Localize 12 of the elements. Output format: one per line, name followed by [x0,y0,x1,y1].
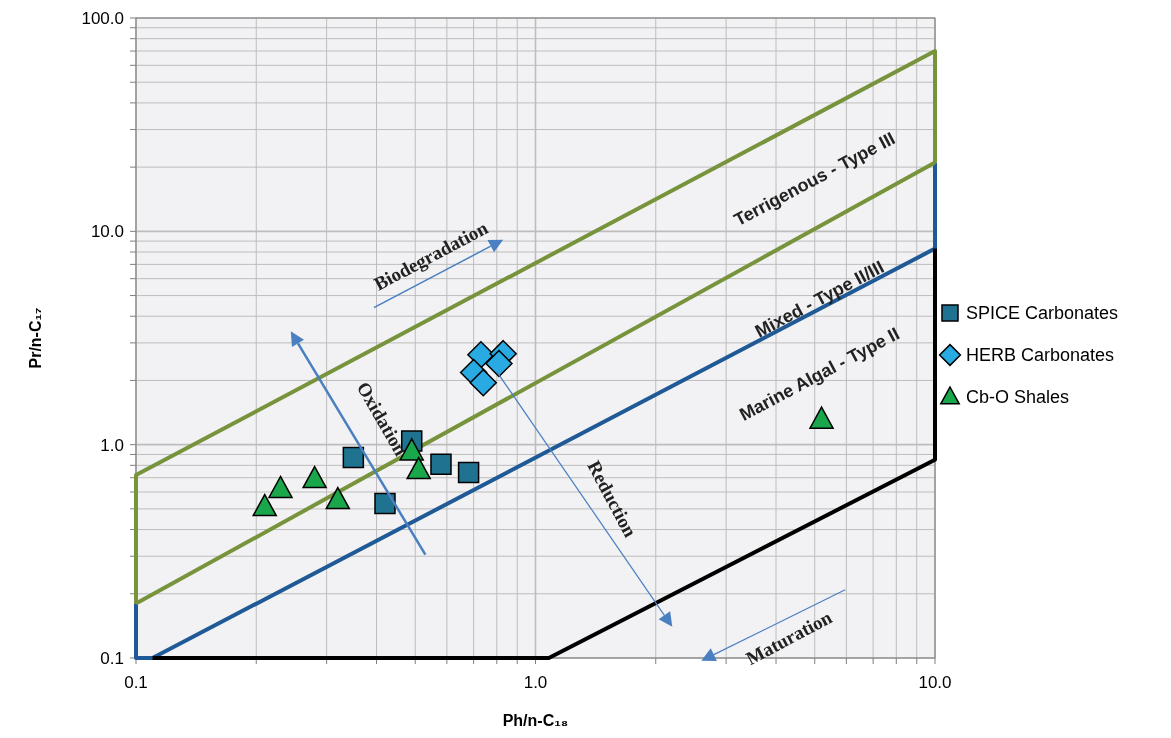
y-tick-label: 100.0 [81,9,124,28]
y-axis-title: Pr/n-C₁₇ [27,307,44,369]
x-tick-label: 1.0 [523,673,548,692]
legend-label: SPICE Carbonates [966,303,1119,323]
y-tick-label: 10.0 [90,222,124,242]
x-tick-label: 0.1 [124,673,148,692]
x-tick-label: 10.0 [918,673,952,692]
y-tick-label: 0.1 [100,649,124,668]
legend-label: Cb-O Shales [966,387,1070,407]
y-tick-label: 1.0 [100,435,124,455]
legend-label: HERB Carbonates [966,345,1115,365]
x-axis-title: Ph/n-C₁₈ [502,712,569,729]
